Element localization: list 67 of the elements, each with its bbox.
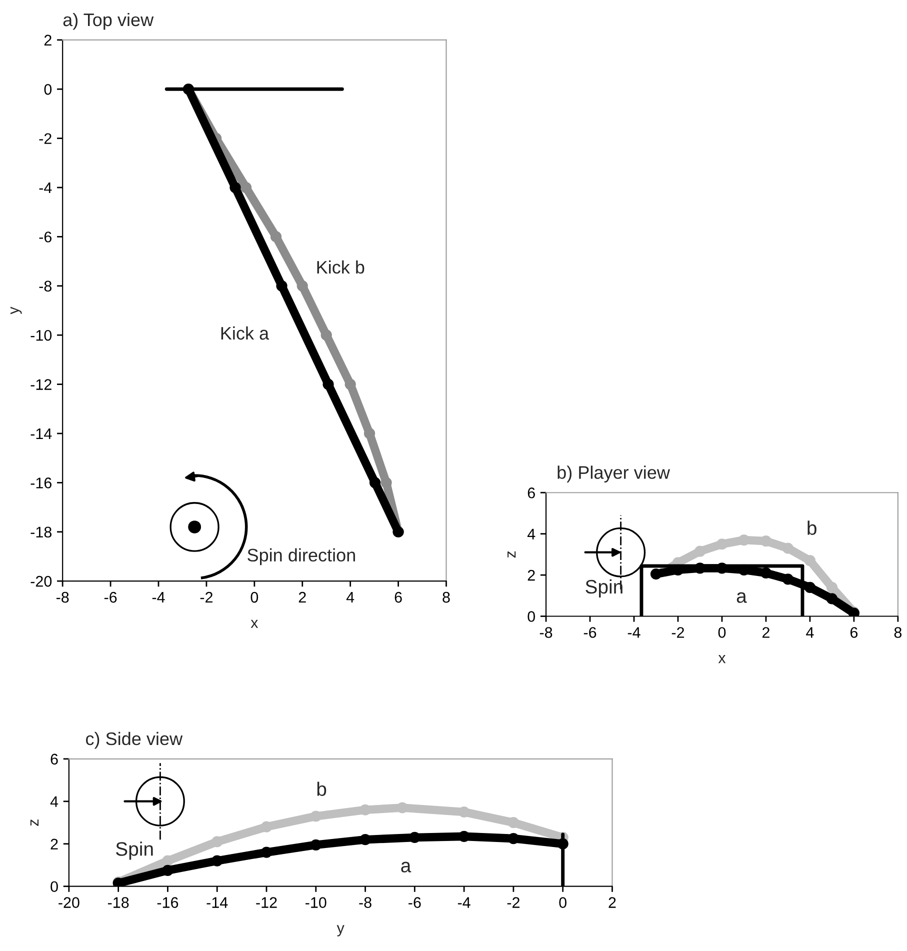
y-tick-label: 0 [50,881,58,892]
x-tick-label: -2 [200,592,212,603]
y-tick-label: -16 [30,478,52,488]
x-tick-label: -10 [306,897,326,908]
y-axis-title: z [30,820,39,826]
x-tick-label: -6 [584,627,596,638]
x-tick-label: -2 [507,897,520,908]
y-tick-label: 0 [528,611,535,622]
x-tick-label: -4 [152,592,165,603]
x-axis-title: x [718,655,726,664]
x-tick-label: 0 [718,627,726,638]
x-tick-label: 2 [608,897,616,908]
x-tick-label: -4 [458,897,470,908]
x-tick-label: -2 [672,627,684,638]
chart-title: b) Player view [558,466,670,482]
x-tick-label: 8 [894,627,902,638]
y-tick-label: 6 [528,487,535,498]
annotation: Spin [586,579,622,598]
y-tick-label: 4 [50,796,58,807]
x-tick-label: -18 [108,897,129,908]
y-tick-label: 2 [50,838,58,850]
x-tick-label: 6 [850,627,858,638]
y-tick-label: -6 [39,232,52,242]
x-tick-label: 2 [298,592,306,603]
y-tick-label: 6 [50,754,58,765]
chart-title: a) Top view [63,12,154,30]
y-tick-label: 0 [44,84,52,95]
x-tick-label: -4 [628,627,640,638]
x-tick-label: 8 [442,592,450,603]
x-tick-label: 4 [346,592,354,603]
y-axis-title: z [508,551,516,558]
x-tick-label: -14 [206,897,228,908]
x-tick-label: -8 [540,627,552,638]
y-tick-label: 2 [528,570,535,581]
x-tick-label: 6 [394,592,402,603]
x-tick-label: -12 [256,897,277,908]
x-tick-label: -8 [359,897,372,908]
y-tick-label: -4 [39,182,52,194]
x-tick-label: 0 [250,592,258,603]
y-axis-title: y [10,306,22,314]
y-tick-label: -12 [30,379,52,390]
annotation: Kick a [221,326,270,340]
x-tick-label: -6 [104,592,117,603]
y-tick-label: 2 [44,34,52,46]
annotation: Spin direction [248,548,355,566]
x-tick-label: -6 [408,897,421,908]
x-tick-label: 0 [559,897,566,908]
y-tick-label: -20 [30,576,52,587]
y-tick-label: 4 [527,528,536,540]
annotation: b [317,782,326,796]
chart-title: c) Side view [86,732,183,749]
x-tick-label: 2 [762,627,770,638]
y-tick-label: -14 [30,428,52,440]
annotation: a [401,862,412,872]
y-tick-label: -10 [30,330,52,341]
y-tick-label: -2 [39,133,52,144]
annotation: b [808,520,816,535]
annotation: Kick b [317,260,364,274]
annotation: a [736,592,747,603]
x-axis-title: x [250,620,258,628]
y-tick-label: -8 [39,280,52,292]
annotation: Spin [116,842,153,860]
y-tick-label: -18 [30,526,52,538]
x-tick-label: -16 [157,897,178,908]
x-tick-label: -20 [58,897,80,908]
x-axis-title: y [336,925,344,936]
x-tick-label: 4 [806,627,814,638]
